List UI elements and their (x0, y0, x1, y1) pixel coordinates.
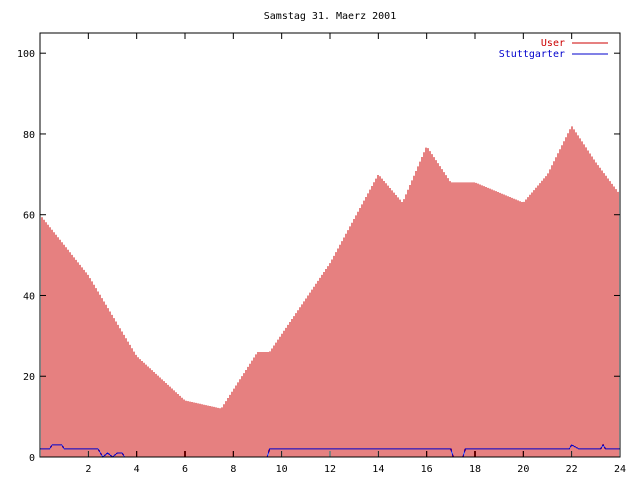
x-tick-label: 8 (230, 464, 236, 475)
y-axis: 0 20 40 60 80 100 (17, 49, 620, 464)
y-tick-label: 20 (23, 372, 35, 383)
x-tick-label: 4 (134, 464, 140, 475)
legend-label-stuttgarter: Stuttgarter (499, 49, 565, 60)
x-tick-label: 16 (421, 464, 433, 475)
legend-label-user: User (541, 38, 565, 49)
y-tick-label: 80 (23, 130, 35, 141)
legend: User Stuttgarter (499, 38, 608, 60)
stuttgarter-line (40, 443, 620, 458)
user-bars (39, 126, 621, 457)
y-tick-label: 100 (17, 49, 35, 60)
x-tick-label: 14 (372, 464, 384, 475)
x-tick-label: 18 (469, 464, 481, 475)
y-tick-label: 60 (23, 211, 35, 222)
x-axis: 2 4 6 8 10 12 14 16 18 20 22 24 (85, 33, 626, 475)
y-tick-label: 40 (23, 291, 35, 302)
x-tick-label: 10 (276, 464, 288, 475)
x-tick-label: 22 (566, 464, 578, 475)
y-tick-label: 0 (29, 453, 35, 464)
x-tick-label: 20 (517, 464, 529, 475)
x-tick-label: 6 (182, 464, 188, 475)
x-tick-label: 24 (614, 464, 626, 475)
x-tick-label: 12 (324, 464, 336, 475)
stuttgarter-line-layer (40, 443, 620, 458)
chart-title: Samstag 31. Maerz 2001 (264, 11, 396, 22)
x-tick-label: 2 (85, 464, 91, 475)
